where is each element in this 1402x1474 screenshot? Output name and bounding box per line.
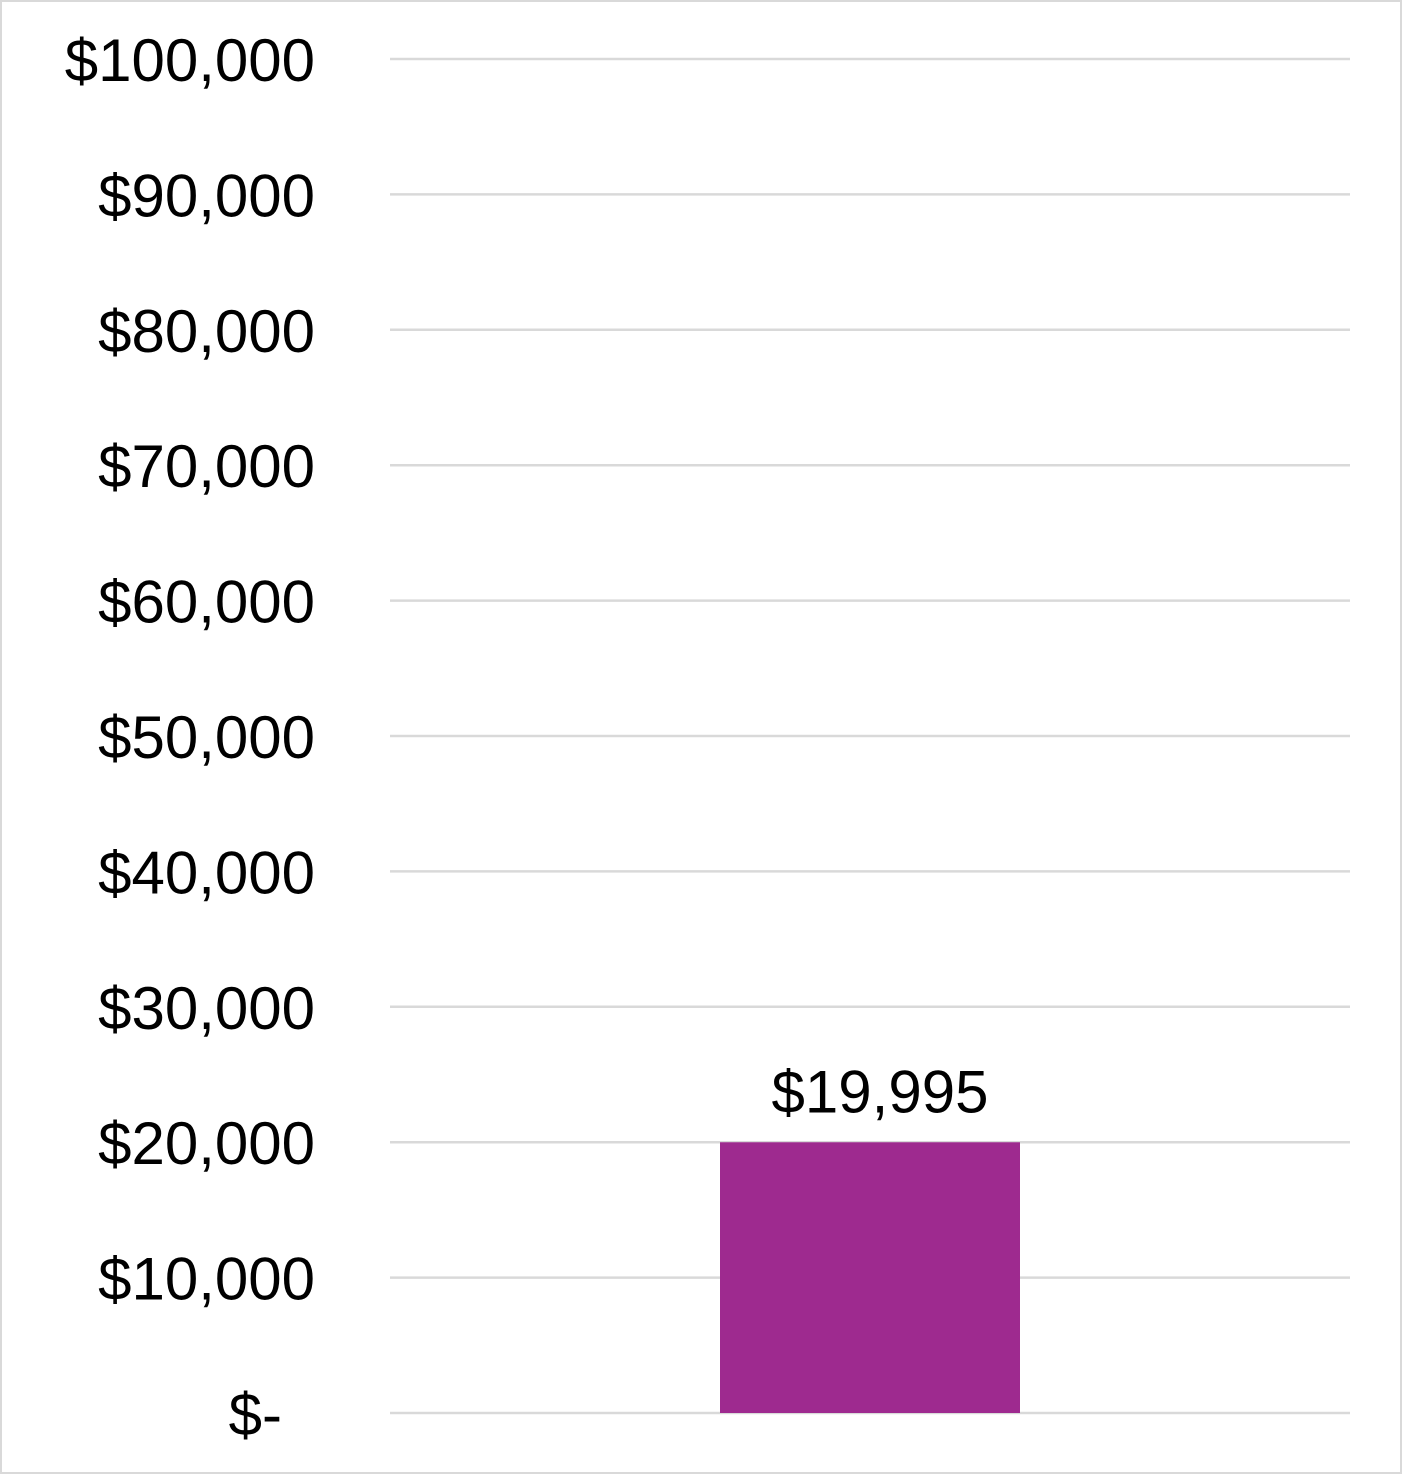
y-tick-label: $10,000 [98,1246,315,1313]
y-tick-label: $30,000 [98,975,315,1042]
y-tick-label: $90,000 [98,162,315,229]
y-axis-tick-labels: $- $10,000 $20,000 $30,000 $40,000 $50,000 $60… [65,27,315,1448]
bar [720,1142,1020,1413]
y-tick-label: $20,000 [98,1110,315,1177]
y-tick-label: $100,000 [65,27,315,94]
y-tick-label: $40,000 [98,839,315,906]
gridlines [390,57,1350,1415]
data-labels: $19,995 [772,1058,989,1125]
y-tick-label: $- [229,1381,282,1448]
bar-data-label: $19,995 [772,1058,989,1125]
y-tick-label: $50,000 [98,704,315,771]
y-tick-label: $80,000 [98,298,315,365]
y-tick-label: $70,000 [98,433,315,500]
y-tick-label: $60,000 [98,569,315,636]
bars [720,1142,1020,1413]
